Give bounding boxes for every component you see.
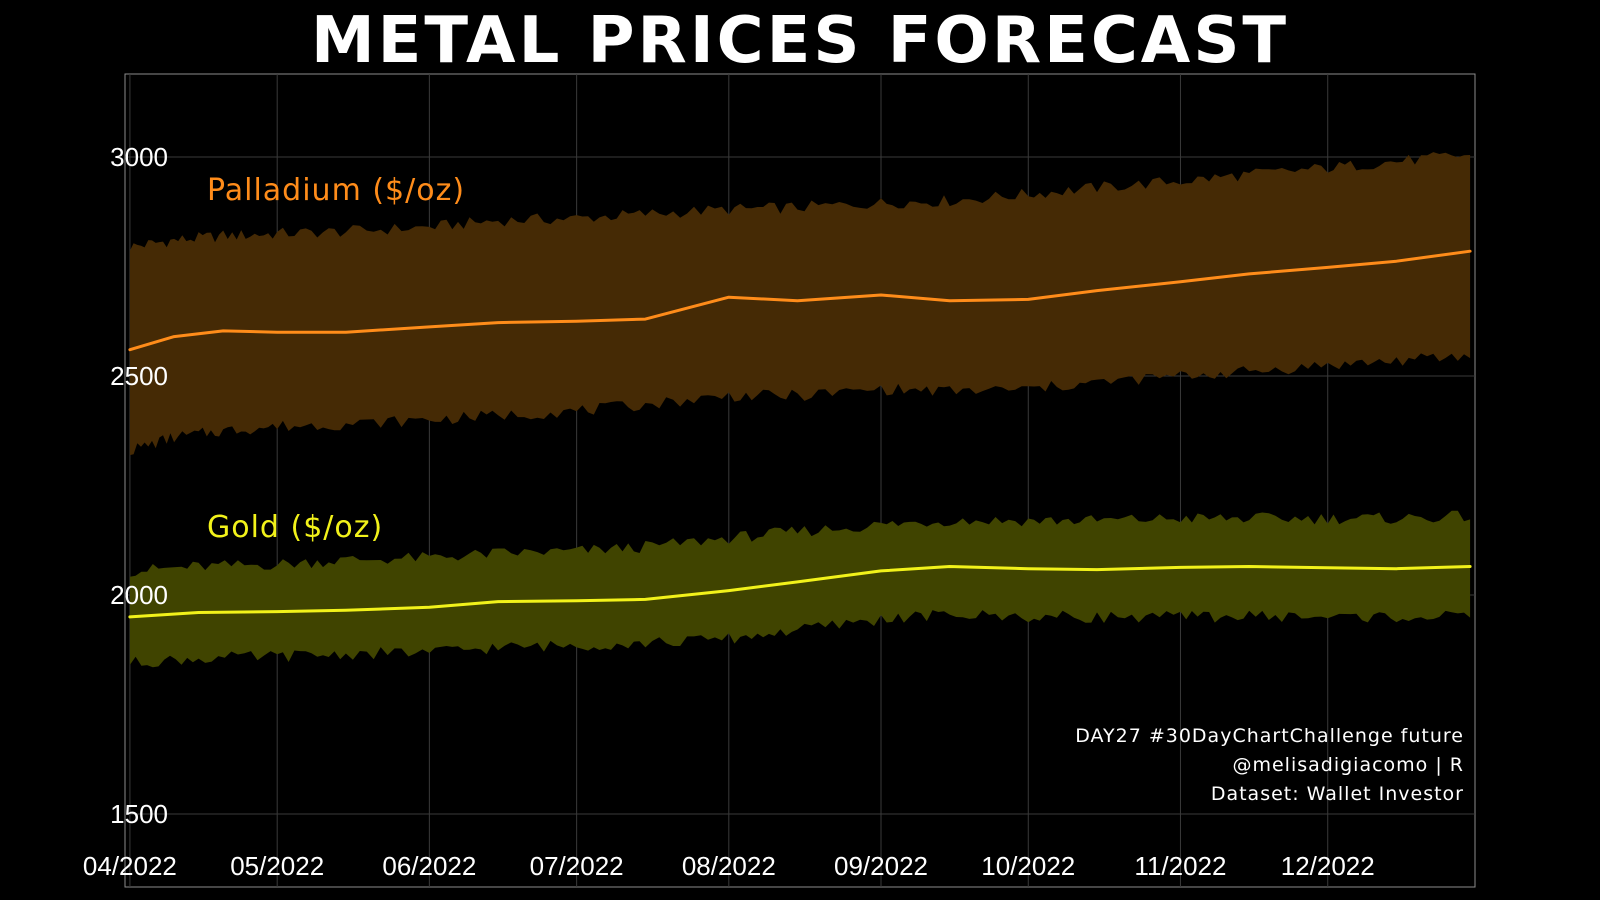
x-tick-label: 07/2022 — [530, 851, 624, 881]
x-tick-label: 04/2022 — [83, 851, 177, 881]
tick-layer: 1500 2000 2500 3000 04/2022 05/2022 06/2022 07/… — [83, 142, 1375, 881]
series-label-palladium: Palladium ($/oz) — [207, 173, 465, 208]
label-layer: Palladium ($/oz) Gold ($/oz) — [207, 173, 465, 545]
line-layer — [128, 249, 1472, 619]
forecast-band-gold — [129, 510, 1471, 668]
caption-line-3: Dataset: Wallet Investor — [1211, 783, 1464, 805]
x-tick-label: 09/2022 — [834, 851, 928, 881]
x-tick-label: 08/2022 — [682, 851, 776, 881]
caption: DAY27 #30DayChartChallenge future @melis… — [1075, 725, 1464, 805]
y-tick-label: 1500 — [110, 799, 168, 829]
x-tick-label: 05/2022 — [230, 851, 324, 881]
x-tick-label: 11/2022 — [1134, 851, 1226, 881]
series-label-gold: Gold ($/oz) — [207, 510, 383, 545]
x-tick-label: 10/2022 — [981, 851, 1075, 881]
x-tick-label: 12/2022 — [1281, 851, 1375, 881]
y-tick-label: 3000 — [110, 142, 168, 172]
caption-line-2: @melisadigiacomo | R — [1232, 754, 1464, 776]
caption-line-1: DAY27 #30DayChartChallenge future — [1075, 725, 1464, 747]
band-layer — [129, 152, 1471, 668]
forecast-band-palladium — [129, 152, 1471, 456]
x-tick-label: 06/2022 — [382, 851, 476, 881]
chart-title: METAL PRICES FORECAST — [310, 4, 1290, 78]
y-tick-label: 2000 — [110, 580, 168, 610]
forecast-line-gold — [128, 565, 1472, 619]
forecast-line-palladium — [128, 249, 1472, 352]
y-tick-label: 2500 — [110, 361, 168, 391]
